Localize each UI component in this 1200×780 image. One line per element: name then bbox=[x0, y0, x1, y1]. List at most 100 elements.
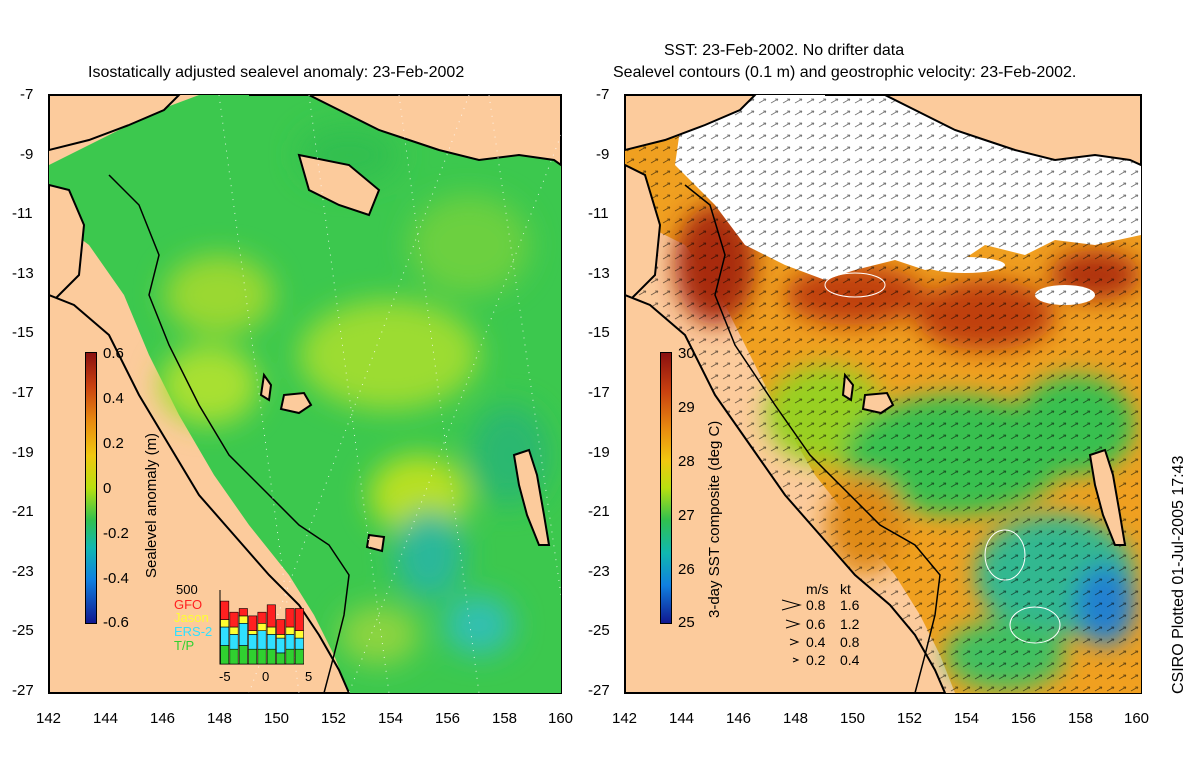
left-lon-tick: 156 bbox=[435, 710, 461, 727]
sst-colorbar-tick: 28 bbox=[678, 453, 695, 470]
sat-histogram-segment bbox=[248, 648, 258, 665]
sat-histogram-segment bbox=[238, 622, 248, 646]
left-lat-tick: -21 bbox=[12, 503, 34, 520]
left-land-masses bbox=[49, 95, 561, 693]
right-lon-tick: 142 bbox=[612, 710, 638, 727]
sla-colorbar bbox=[85, 352, 97, 624]
sst-field bbox=[625, 95, 1141, 693]
right-land-masses bbox=[625, 95, 1141, 693]
sat-histogram-segment bbox=[220, 626, 230, 646]
left-lat-tick: -7 bbox=[20, 86, 34, 103]
sat-histogram-segment bbox=[229, 626, 239, 635]
sst-colorbar-tick: 29 bbox=[678, 399, 695, 416]
sat-histogram-segment bbox=[276, 634, 286, 639]
sat-legend-mission: ERS-2 bbox=[174, 624, 213, 639]
sst-colorbar-tick: 25 bbox=[678, 614, 695, 631]
sst-colorbar-tick: 27 bbox=[678, 507, 695, 524]
sat-histogram-segment bbox=[229, 648, 239, 665]
sat-histogram-segment bbox=[266, 626, 276, 635]
right-lon-tick: 160 bbox=[1124, 710, 1150, 727]
velocity-legend-unit-kt: kt bbox=[840, 581, 851, 597]
sat-histogram-segment bbox=[266, 634, 276, 650]
sla-colorbar-tick: -0.6 bbox=[103, 614, 129, 631]
right-lon-tick: 148 bbox=[783, 710, 809, 727]
left-lon-tick: 144 bbox=[93, 710, 119, 727]
right-panel-title-line1: SST: 23-Feb-2002. No drifter data bbox=[664, 42, 905, 59]
right-lat-tick: -27 bbox=[588, 682, 610, 699]
left-lon-tick: 142 bbox=[36, 710, 62, 727]
plot-credit: CSIRO Plotted 01-Jul-2005 17:43 bbox=[1170, 455, 1187, 694]
sst-colorbar-tick: 30 bbox=[678, 345, 695, 362]
sla-field bbox=[49, 95, 561, 693]
sat-histogram-segment bbox=[294, 648, 304, 665]
velocity-legend-ms: 0.4 bbox=[806, 634, 826, 650]
right-lon-tick: 146 bbox=[726, 710, 752, 727]
right-lat-tick: -21 bbox=[588, 503, 610, 520]
left-satellite-tracks bbox=[218, 95, 561, 693]
sat-legend-xtick: 5 bbox=[305, 669, 313, 684]
right-panel-title-line2: Sealevel contours (0.1 m) and geostrophi… bbox=[613, 64, 1077, 81]
right-lat-tick: -25 bbox=[588, 622, 610, 639]
left-lon-tick: 158 bbox=[492, 710, 518, 727]
right-lat-tick: -13 bbox=[588, 265, 610, 282]
sat-histogram-segment bbox=[257, 622, 267, 631]
sat-histogram-segment bbox=[238, 645, 248, 665]
sat-histogram-segment bbox=[220, 619, 230, 628]
sat-histogram-segment bbox=[276, 652, 286, 665]
left-lon-tick: 152 bbox=[321, 710, 347, 727]
sla-colorbar-tick: -0.4 bbox=[103, 570, 129, 587]
velocity-legend-ms: 0.2 bbox=[806, 652, 826, 668]
sla-colorbar-tick: 0.4 bbox=[103, 390, 124, 407]
right-lat-tick: -9 bbox=[596, 146, 610, 163]
velocity-legend-kt: 1.2 bbox=[840, 616, 860, 632]
right-map bbox=[624, 94, 1142, 694]
sst-colorbar-label: 3-day SST composite (deg C) bbox=[706, 420, 723, 618]
velocity-legend-kt: 0.8 bbox=[840, 634, 860, 650]
right-lat-tick: -19 bbox=[588, 444, 610, 461]
sat-histogram-segment bbox=[257, 630, 267, 650]
velocity-legend-kt: 0.4 bbox=[840, 652, 860, 668]
right-lon-tick: 150 bbox=[840, 710, 866, 727]
sat-histogram-segment bbox=[294, 637, 304, 650]
right-shelf-contour bbox=[684, 184, 941, 693]
sat-legend-mission: GFO bbox=[174, 597, 203, 612]
velocity-legend-kt: 1.6 bbox=[840, 597, 860, 613]
sat-legend-xtick: 0 bbox=[262, 669, 270, 684]
sat-histogram-segment bbox=[238, 615, 248, 624]
left-lat-tick: -23 bbox=[12, 563, 34, 580]
sat-histogram-segment bbox=[285, 626, 295, 635]
right-lon-tick: 158 bbox=[1068, 710, 1094, 727]
sla-colorbar-tick: 0.6 bbox=[103, 345, 124, 362]
sat-histogram-segment bbox=[266, 604, 276, 628]
right-lat-tick: -11 bbox=[588, 205, 609, 222]
left-lon-tick: 160 bbox=[548, 710, 574, 727]
left-lat-tick: -9 bbox=[20, 146, 34, 163]
right-lon-tick: 152 bbox=[897, 710, 923, 727]
sat-histogram-segment bbox=[285, 648, 295, 665]
left-lat-tick: -27 bbox=[12, 682, 34, 699]
sat-histogram-segment bbox=[257, 648, 267, 665]
sat-legend-mission: Jason bbox=[174, 610, 209, 625]
sat-histogram-segment bbox=[257, 611, 267, 624]
sat-histogram-segment bbox=[248, 615, 258, 631]
sla-colorbar-tick: 0.2 bbox=[103, 435, 124, 452]
left-lat-tick: -17 bbox=[12, 384, 34, 401]
sat-histogram-segment bbox=[285, 634, 295, 650]
sat-legend-scale: 500 bbox=[176, 582, 198, 597]
left-lat-tick: -25 bbox=[12, 622, 34, 639]
sat-histogram-segment bbox=[229, 634, 239, 650]
left-panel-title: Isostatically adjusted sealevel anomaly:… bbox=[88, 64, 465, 81]
right-lat-tick: -17 bbox=[588, 384, 610, 401]
right-lon-tick: 144 bbox=[669, 710, 695, 727]
velocity-legend-ms: 0.8 bbox=[806, 597, 826, 613]
left-lon-tick: 150 bbox=[264, 710, 290, 727]
sat-legend-mission: T/P bbox=[174, 638, 195, 653]
velocity-legend-unit-ms: m/s bbox=[806, 581, 829, 597]
sat-histogram-axis bbox=[219, 590, 304, 665]
left-lat-tick: -15 bbox=[12, 324, 34, 341]
left-lon-tick: 148 bbox=[207, 710, 233, 727]
sat-histogram-segment bbox=[276, 637, 286, 654]
left-lon-tick: 146 bbox=[150, 710, 176, 727]
sat-histogram-segment bbox=[248, 634, 258, 650]
sla-colorbar-label: Sealevel anomaly (m) bbox=[143, 432, 160, 578]
